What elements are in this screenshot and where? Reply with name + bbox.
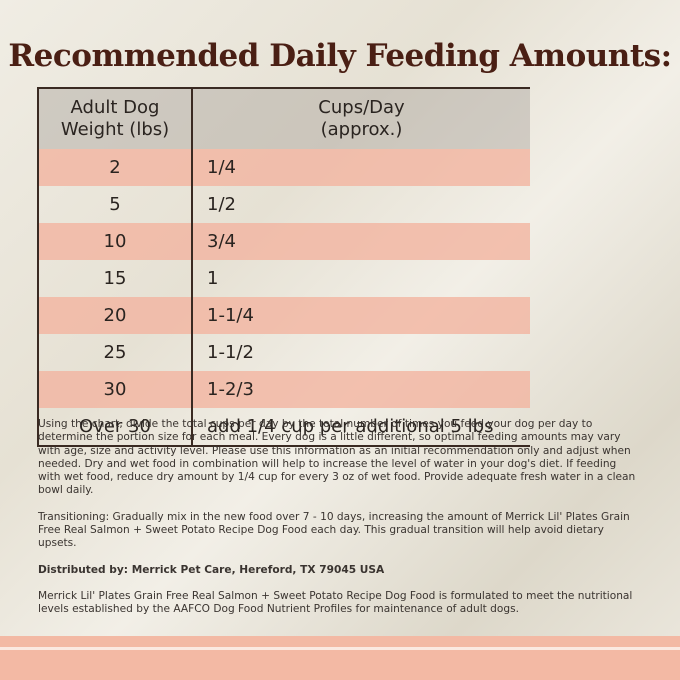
table-row: 2 1/4: [38, 149, 530, 186]
weight-cell: 10: [38, 223, 193, 260]
table-row: 15 1: [38, 260, 530, 297]
paragraph: Transitioning: Gradually mix in the new …: [38, 510, 630, 550]
weight-cell: 20: [38, 297, 193, 334]
cups-cell: 1-1/2: [207, 342, 254, 363]
header-cell: Cups/Day (approx.): [192, 88, 530, 149]
feeding-table: Adult Dog Weight (lbs) Cups/Day (approx.…: [37, 87, 530, 447]
cups-cell: add 1/4 cup per additional 5 lbs: [207, 416, 494, 437]
weight-cell: 2: [38, 149, 193, 186]
cups-cell: 1: [207, 268, 219, 289]
band-stripe: [0, 647, 680, 650]
header-row: Adult Dog Weight (lbs) Cups/Day (approx.…: [38, 88, 530, 149]
distributor: Distributed by: Merrick Pet Care, Herefo…: [38, 563, 385, 576]
weight-cell: 15: [38, 260, 193, 297]
table-body: 2 1/4 5 1/2 10 3/4 15 1 20 1-1/4 25 1-1/2 30 1-2/3 Ove…: [38, 149, 530, 446]
weight-cell: 5: [38, 186, 193, 223]
header-cell: Adult Dog Weight (lbs): [38, 88, 193, 149]
weight-cell: 25: [38, 334, 193, 371]
footer-band: [0, 636, 680, 680]
cups-cell: 1/4: [192, 149, 530, 186]
cups-cell: 3/4: [192, 223, 530, 260]
cups-cell: 1-1/4: [192, 297, 530, 334]
title: Recommended Daily Feeding Amounts:: [8, 38, 672, 74]
cups-cell: 1-2/3: [192, 371, 530, 408]
table-row: 5 1/2: [38, 186, 530, 223]
paragraph: Using the chart, divide the total cups p…: [38, 418, 636, 497]
table-row: 10 3/4: [38, 223, 530, 260]
table-row: 30 1-2/3: [38, 371, 530, 408]
notes: Using the chart, divide the total cups p…: [38, 418, 638, 630]
cups-cell: 1/2: [207, 194, 236, 215]
table-row: Over 30 add 1/4 cup per additional 5 lbs: [38, 408, 530, 446]
weight-cell: Over 30: [38, 408, 193, 446]
weight-cell: 30: [38, 371, 193, 408]
aafco-statement: Merrick Lil' Plates Grain Free Real Salm…: [38, 589, 633, 616]
table-row: 20 1-1/4: [38, 297, 530, 334]
table-row: 25 1-1/2: [38, 334, 530, 371]
